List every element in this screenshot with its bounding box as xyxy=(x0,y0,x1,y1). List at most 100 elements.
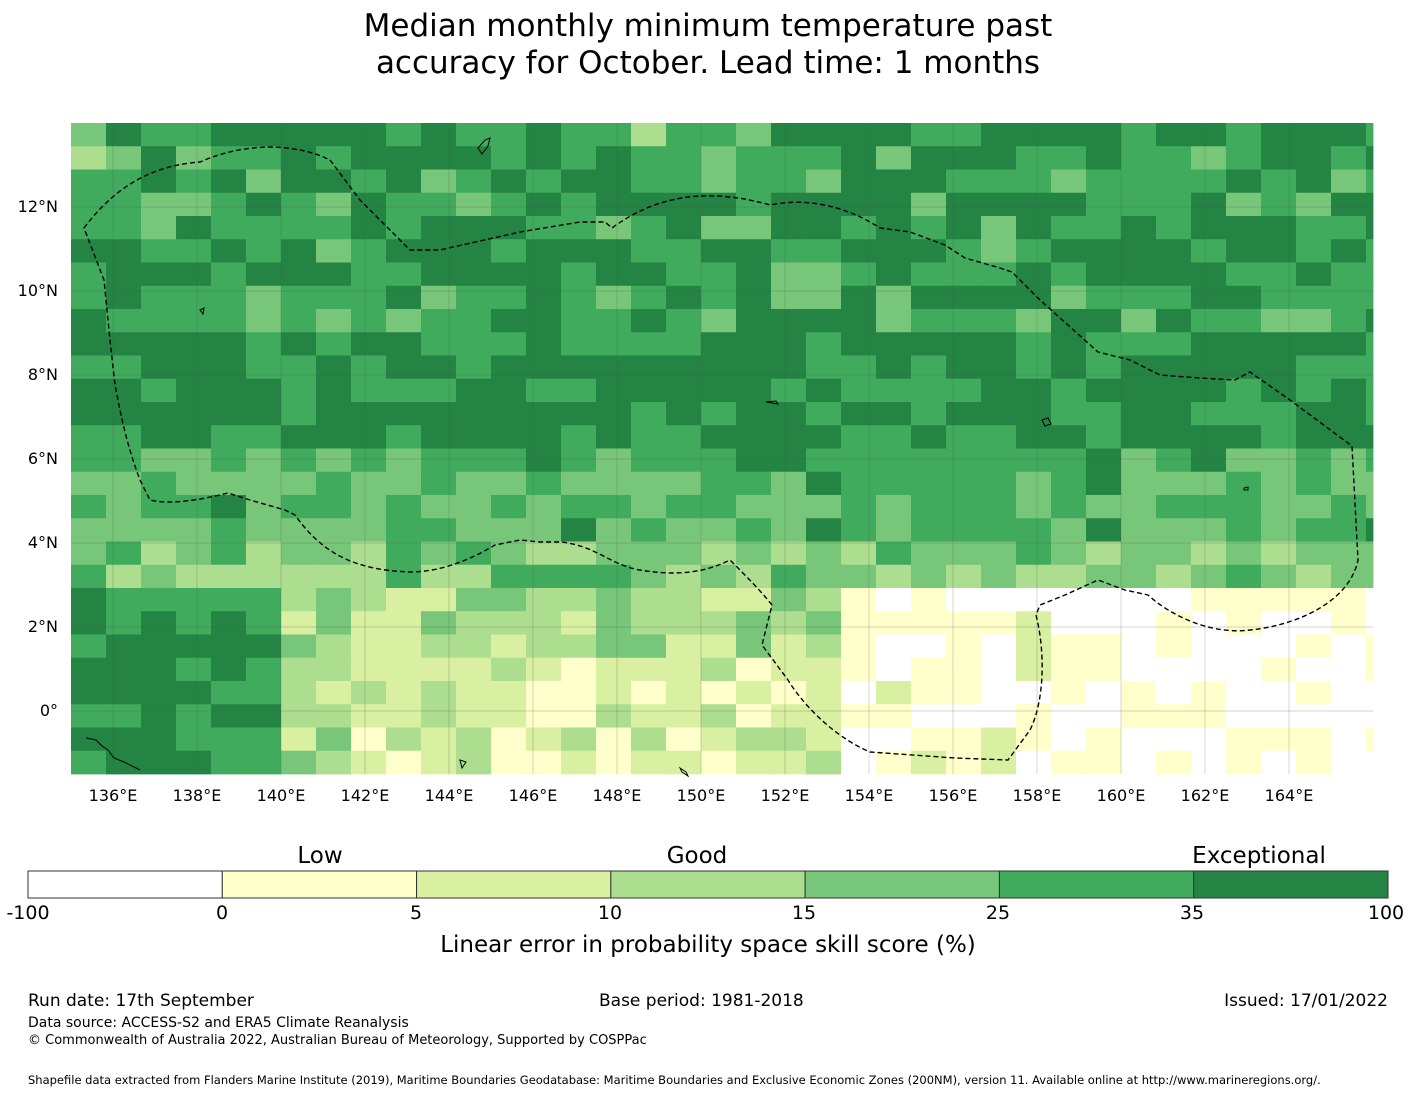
skill-cell xyxy=(1121,471,1157,496)
skill-cell xyxy=(631,634,667,659)
skill-cell xyxy=(1331,634,1367,659)
skill-cell xyxy=(911,657,947,682)
skill-cell xyxy=(561,216,597,240)
skill-cell xyxy=(386,309,422,333)
skill-cell xyxy=(1296,169,1332,194)
skill-cell xyxy=(946,216,982,240)
skill-cell xyxy=(491,285,527,310)
skill-cell xyxy=(701,332,737,356)
skill-cell xyxy=(946,355,982,380)
skill-cell xyxy=(1226,425,1262,449)
skill-cell xyxy=(1121,681,1157,705)
skill-cell xyxy=(456,169,492,194)
skill-cell xyxy=(806,727,842,752)
skill-cell xyxy=(386,355,422,380)
skill-cell xyxy=(351,448,387,473)
skill-cell xyxy=(1156,192,1192,217)
skill-cell xyxy=(771,146,807,170)
skill-cell xyxy=(1121,611,1157,635)
title-line-2: accuracy for October. Lead time: 1 month… xyxy=(375,45,1041,81)
skill-cell xyxy=(106,448,142,473)
colorbar-segment xyxy=(416,870,612,899)
skill-cell xyxy=(1051,495,1087,519)
skill-cell xyxy=(106,704,142,728)
skill-cell xyxy=(71,588,107,612)
skill-cell xyxy=(281,495,317,519)
skill-cell xyxy=(806,611,842,635)
skill-cell xyxy=(1086,192,1122,217)
skill-cell xyxy=(1121,727,1157,752)
skill-cell xyxy=(421,332,457,356)
y-tick-label: 2°N xyxy=(27,617,58,636)
skill-cell xyxy=(666,471,702,496)
skill-cell xyxy=(1086,146,1122,170)
skill-cell xyxy=(1226,750,1262,775)
skill-cell xyxy=(1366,681,1374,705)
skill-cell xyxy=(106,146,142,170)
skill-cell xyxy=(1331,169,1367,194)
colorbar-category-good: Good xyxy=(666,843,728,869)
skill-cell xyxy=(1051,239,1087,263)
skill-cell xyxy=(1261,588,1297,612)
skill-cell xyxy=(1086,564,1122,589)
skill-cell xyxy=(316,448,352,473)
skill-cell xyxy=(281,564,317,589)
skill-cell xyxy=(911,425,947,449)
skill-cell xyxy=(1086,518,1122,542)
skill-cell xyxy=(71,541,107,566)
skill-cell xyxy=(946,704,982,728)
skill-cell xyxy=(1226,309,1262,333)
skill-cell xyxy=(1051,657,1087,682)
skill-cell xyxy=(981,309,1017,333)
skill-cell xyxy=(841,681,877,705)
skill-cell xyxy=(526,262,562,287)
skill-cell xyxy=(911,402,947,426)
skill-cell xyxy=(1086,239,1122,263)
skill-cell xyxy=(246,588,282,612)
skill-cell xyxy=(456,495,492,519)
skill-cell xyxy=(876,750,912,775)
skill-cell xyxy=(1086,425,1122,449)
skill-cell xyxy=(456,611,492,635)
skill-cell xyxy=(771,239,807,263)
skill-cell xyxy=(631,564,667,589)
skill-cell xyxy=(386,634,422,659)
skill-cell xyxy=(666,425,702,449)
skill-cell xyxy=(211,285,247,310)
skill-cell xyxy=(351,495,387,519)
skill-cell xyxy=(596,634,632,659)
colorbar-tick: 35 xyxy=(1179,902,1205,924)
skill-cell xyxy=(1261,518,1297,542)
colorbar-segment xyxy=(610,870,806,899)
skill-cell xyxy=(876,192,912,217)
skill-cell xyxy=(246,727,282,752)
skill-cell xyxy=(666,704,702,728)
skill-cell xyxy=(631,611,667,635)
skill-cell xyxy=(456,681,492,705)
skill-cell xyxy=(561,657,597,682)
skill-cell xyxy=(946,727,982,752)
skill-cell xyxy=(211,192,247,217)
skill-cell xyxy=(71,402,107,426)
skill-cell xyxy=(386,727,422,752)
skill-cell xyxy=(1366,239,1374,263)
skill-cell xyxy=(316,355,352,380)
skill-cell xyxy=(71,634,107,659)
skill-cell xyxy=(806,402,842,426)
skill-cell xyxy=(421,216,457,240)
skill-cell xyxy=(281,727,317,752)
skill-cell xyxy=(911,541,947,566)
skill-cell xyxy=(1226,378,1262,403)
skill-cell xyxy=(1051,262,1087,287)
skill-cell xyxy=(141,750,177,775)
skill-cell xyxy=(631,332,667,356)
skill-cell xyxy=(1191,216,1227,240)
skill-cell xyxy=(351,564,387,589)
skill-cell xyxy=(596,192,632,217)
skill-cell xyxy=(841,402,877,426)
skill-cell xyxy=(1156,611,1192,635)
skill-cell xyxy=(1296,378,1332,403)
skill-cell xyxy=(141,192,177,217)
skill-cell xyxy=(1226,216,1262,240)
